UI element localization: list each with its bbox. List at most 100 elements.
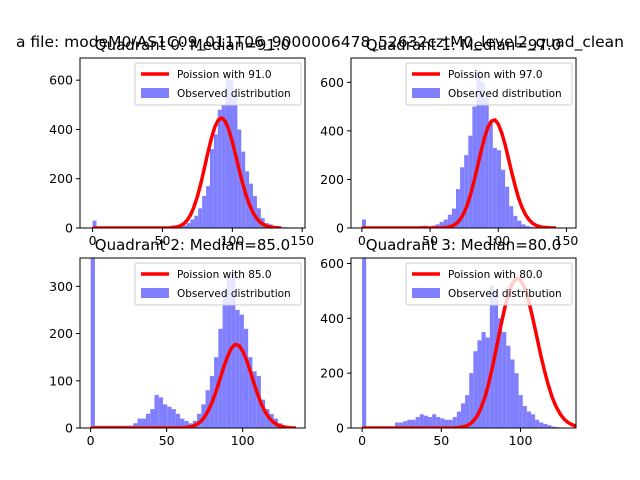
- x-tick-label: 100: [509, 433, 533, 448]
- histogram-bar: [436, 417, 441, 428]
- panel-title: Quadrant 1: Median=97.0: [366, 36, 561, 54]
- histogram-bar: [90, 258, 95, 428]
- x-tick-label: 0: [358, 233, 366, 248]
- histogram-bar: [186, 223, 191, 228]
- histogram-bar: [480, 82, 485, 228]
- histogram-bar: [529, 226, 534, 228]
- histogram-bar: [448, 419, 453, 428]
- legend: Poission with 97.0 Observed distribution: [405, 62, 573, 106]
- histogram-bar: [428, 417, 433, 428]
- histogram-bar: [260, 399, 266, 428]
- histogram-bar: [403, 421, 408, 428]
- histogram-bar: [171, 409, 176, 428]
- quadrant-1-panel: Quadrant 1: Median=97.0 0 50 100 150 0 200 400 6…: [320, 36, 578, 248]
- poisson-fit-line: [362, 276, 576, 428]
- y-tick-label: 200: [320, 172, 344, 187]
- panel-title: Quadrant 3: Median=80.0: [366, 236, 561, 254]
- legend-label-fit: Poission with 97.0: [448, 69, 543, 81]
- histogram-bar: [531, 414, 536, 428]
- legend: Poission with 80.0 Observed distribution: [405, 262, 573, 306]
- histogram-bar: [525, 226, 530, 228]
- legend-label-fit: Poission with 80.0: [448, 269, 543, 281]
- x-tick-label: 150: [555, 233, 579, 248]
- histogram-bar: [535, 419, 540, 428]
- y-tick-label: 200: [49, 171, 73, 186]
- histogram-bar: [465, 395, 470, 428]
- histogram-bar: [476, 70, 481, 228]
- y-tick-label: 0: [65, 221, 73, 236]
- histogram-bar: [395, 422, 400, 428]
- histogram-bar: [522, 406, 527, 428]
- histogram-bar: [551, 426, 556, 428]
- poisson-fit-line: [92, 116, 282, 228]
- histogram-bar: [510, 359, 515, 428]
- histogram-bar: [209, 149, 214, 228]
- histogram-bar: [256, 208, 261, 228]
- x-tick-label: 100: [231, 433, 255, 448]
- histogram-bar: [518, 395, 523, 428]
- legend: Poission with 85.0 Observed distribution: [134, 262, 302, 306]
- histogram-bar: [423, 415, 429, 428]
- histogram-bar: [202, 195, 207, 228]
- histogram-bar: [362, 258, 367, 428]
- quadrant-3-panel: Quadrant 3: Median=80.00 50 1000200400600P…: [320, 236, 577, 448]
- legend-label-observed: Observed distribution: [448, 88, 562, 100]
- histogram-bar: [163, 404, 168, 428]
- histogram-bar: [248, 357, 253, 428]
- histogram-bar: [464, 155, 469, 228]
- legend-label-fit: Poission with 85.0: [177, 269, 272, 281]
- histogram-bar: [444, 419, 449, 428]
- axes-frame: [79, 57, 306, 229]
- histogram-bar: [496, 150, 501, 228]
- histogram-bar: [141, 418, 146, 428]
- histogram-bar: [456, 411, 461, 428]
- y-tick-label: 200: [320, 366, 344, 381]
- histogram-bar: [399, 422, 404, 428]
- axes-frame: [350, 57, 577, 229]
- panel-title: Quadrant 0: Median=91.0: [95, 36, 290, 54]
- y-tick-label: 600: [320, 75, 344, 90]
- histogram-bar: [206, 186, 210, 228]
- axes-frame: [79, 257, 306, 429]
- legend-label-observed: Observed distribution: [177, 288, 291, 300]
- histogram-bar: [517, 220, 522, 228]
- histogram-bar: [469, 373, 474, 428]
- histogram-bar: [484, 94, 489, 228]
- histogram-bar: [235, 309, 240, 428]
- histogram-bar: [175, 413, 181, 428]
- x-tick-label: 0: [89, 233, 97, 248]
- figure-suptitle: a file: modeM0/AS1C09_011T06_9000006478_…: [16, 33, 624, 52]
- histogram-bar: [506, 345, 511, 428]
- x-tick-label: 0: [358, 433, 366, 448]
- histogram-bar: [190, 219, 195, 228]
- histogram-bar: [501, 169, 506, 228]
- histogram-bar: [158, 397, 164, 428]
- y-tick-label: 600: [49, 73, 73, 88]
- histogram-bar: [265, 409, 270, 428]
- histogram-bar: [468, 135, 473, 228]
- y-tick-label: 600: [320, 256, 344, 271]
- histogram-bar: [225, 77, 230, 228]
- x-tick-label: 50: [159, 433, 175, 448]
- x-tick-label: 100: [220, 233, 244, 248]
- histogram-bar: [145, 413, 151, 428]
- legend-box: [134, 262, 302, 306]
- axes-frame: [350, 257, 577, 429]
- histogram-bar: [167, 406, 172, 428]
- legend-box: [405, 62, 573, 106]
- y-tick-label: 0: [336, 421, 344, 436]
- histogram-bar: [460, 167, 465, 228]
- histogram-bar: [514, 373, 519, 428]
- y-tick-label: 100: [49, 373, 73, 388]
- histogram-bar: [184, 420, 189, 428]
- legend-bar-swatch: [412, 88, 440, 98]
- legend-label-observed: Observed distribution: [177, 88, 291, 100]
- plot-area: [90, 258, 304, 428]
- histogram-bar: [452, 417, 457, 428]
- histogram-bar: [456, 189, 461, 228]
- poisson-fit-line: [361, 118, 557, 228]
- histogram-bar: [432, 414, 437, 428]
- plot-area: [362, 258, 576, 428]
- histogram-bar: [229, 80, 234, 228]
